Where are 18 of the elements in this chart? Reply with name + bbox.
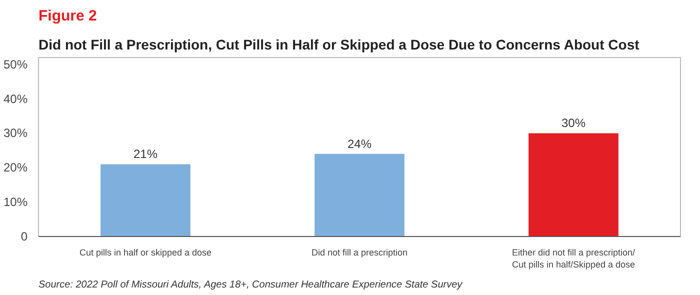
x-tick-label: Either did not fill a prescription/ Cut pills in half/Skipped a dose: [512, 248, 636, 270]
y-tick-label: 0: [20, 230, 28, 244]
chart-subtitle: Did not Fill a Prescription, Cut Pills in Half or Skipped a Dose Due to Concerns About Cost: [38, 36, 640, 52]
bar: [100, 164, 190, 236]
source-note: Source: 2022 Poll of Missouri Adults, Ages 18+, Consumer Healthcare Experience State Survey: [38, 280, 464, 290]
x-tick-label: Did not fill a prescription: [311, 248, 408, 258]
chart-title: Figure 2: [38, 8, 97, 24]
bar: [528, 133, 618, 236]
y-tick-label: 40%: [3, 92, 28, 106]
x-tick-label: Cut pills in half or skipped a dose: [79, 248, 212, 258]
y-tick-label: 10%: [3, 195, 28, 210]
bar: [314, 154, 404, 236]
y-tick-label: 30%: [3, 126, 28, 140]
y-tick-label: 20%: [3, 160, 28, 175]
data-label: 21%: [133, 147, 158, 162]
data-label: 30%: [561, 116, 586, 130]
y-tick-label: 50%: [3, 57, 28, 72]
data-label: 24%: [347, 136, 372, 151]
